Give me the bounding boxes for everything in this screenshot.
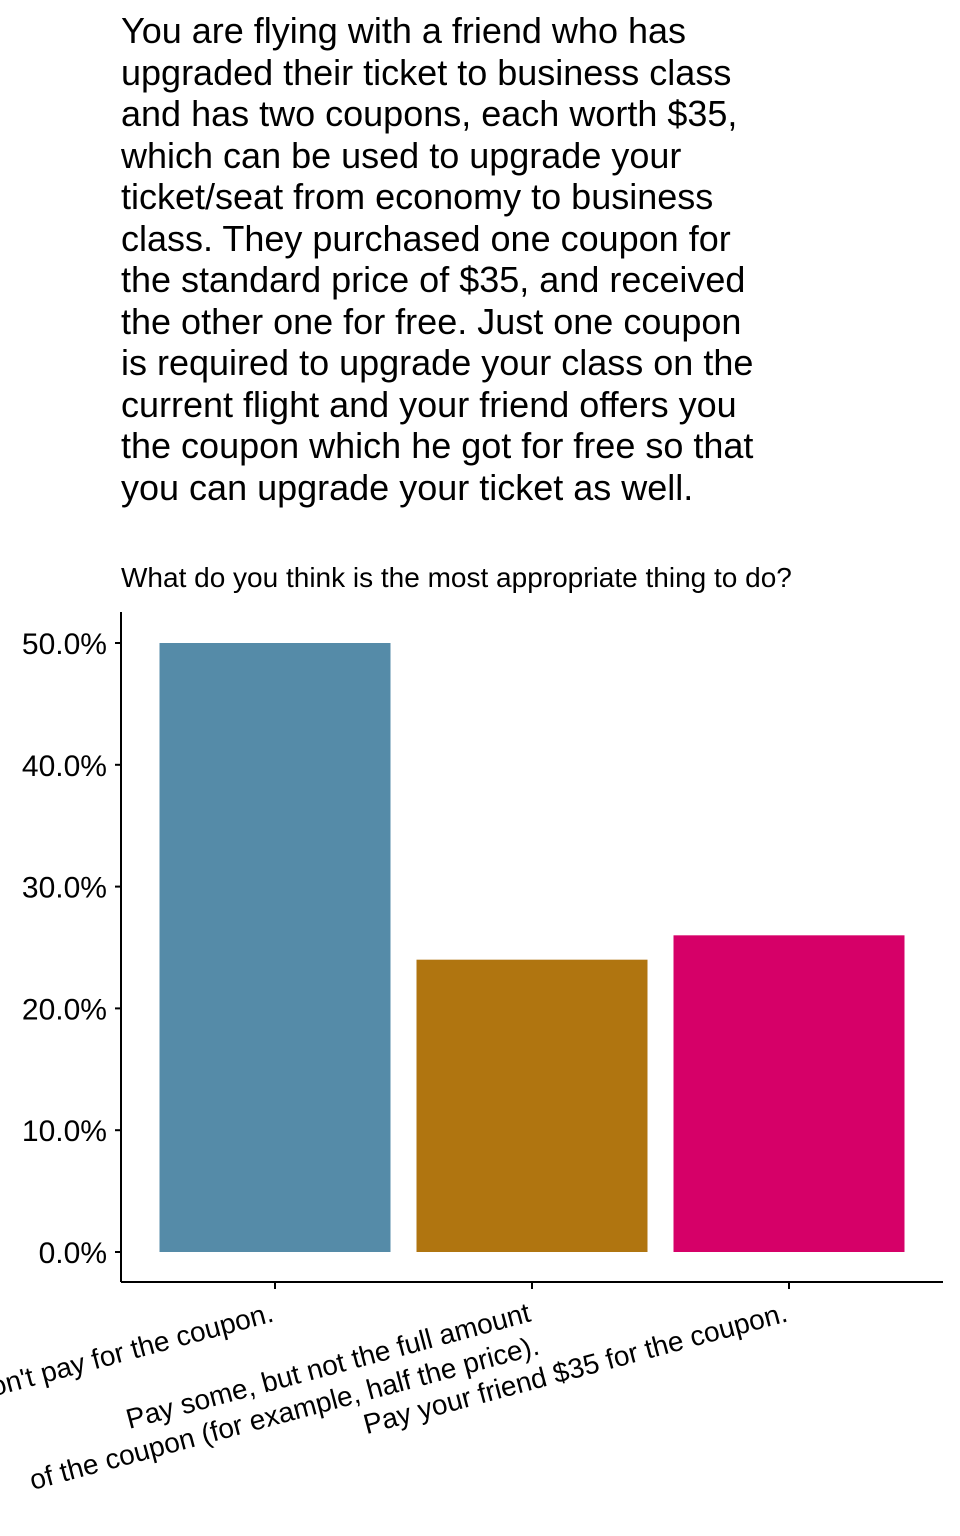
title-line: the standard price of $35, and received [121,259,746,300]
bar-2 [416,959,648,1252]
y-tick-label: 20.0% [22,993,107,1026]
title-line: ticket/seat from economy to business [121,176,714,217]
y-tick-label: 10.0% [22,1115,107,1148]
chart-subtitle: What do you think is the most appropriat… [121,562,792,593]
title-line: class. They purchased one coupon for [121,217,731,259]
title-line: you can upgrade your ticket as well. [121,466,694,508]
title-line: the coupon which he got for free so that [121,425,754,466]
title-line: is required to upgrade your class on the [121,342,754,383]
title-line: and has two coupons, each worth $35, [121,93,738,134]
bars-group [159,643,905,1252]
bar-1 [159,643,391,1252]
title-line: You are flying with a friend who has [121,10,687,51]
title-line: the other one for free. Just one coupon [121,300,742,342]
chart-title: You are flying with a friend who has upgr… [121,10,881,508]
y-tick-label: 50.0% [22,628,107,661]
title-line: upgraded their ticket to business class [121,51,732,93]
title-line: current flight and your friend offers yo… [121,383,737,425]
y-tick-label: 0.0% [39,1237,107,1270]
title-line: which can be used to upgrade your [121,134,682,176]
bar-3 [673,935,905,1252]
y-tick-label: 40.0% [22,750,107,783]
y-tick-label: 30.0% [22,872,107,905]
